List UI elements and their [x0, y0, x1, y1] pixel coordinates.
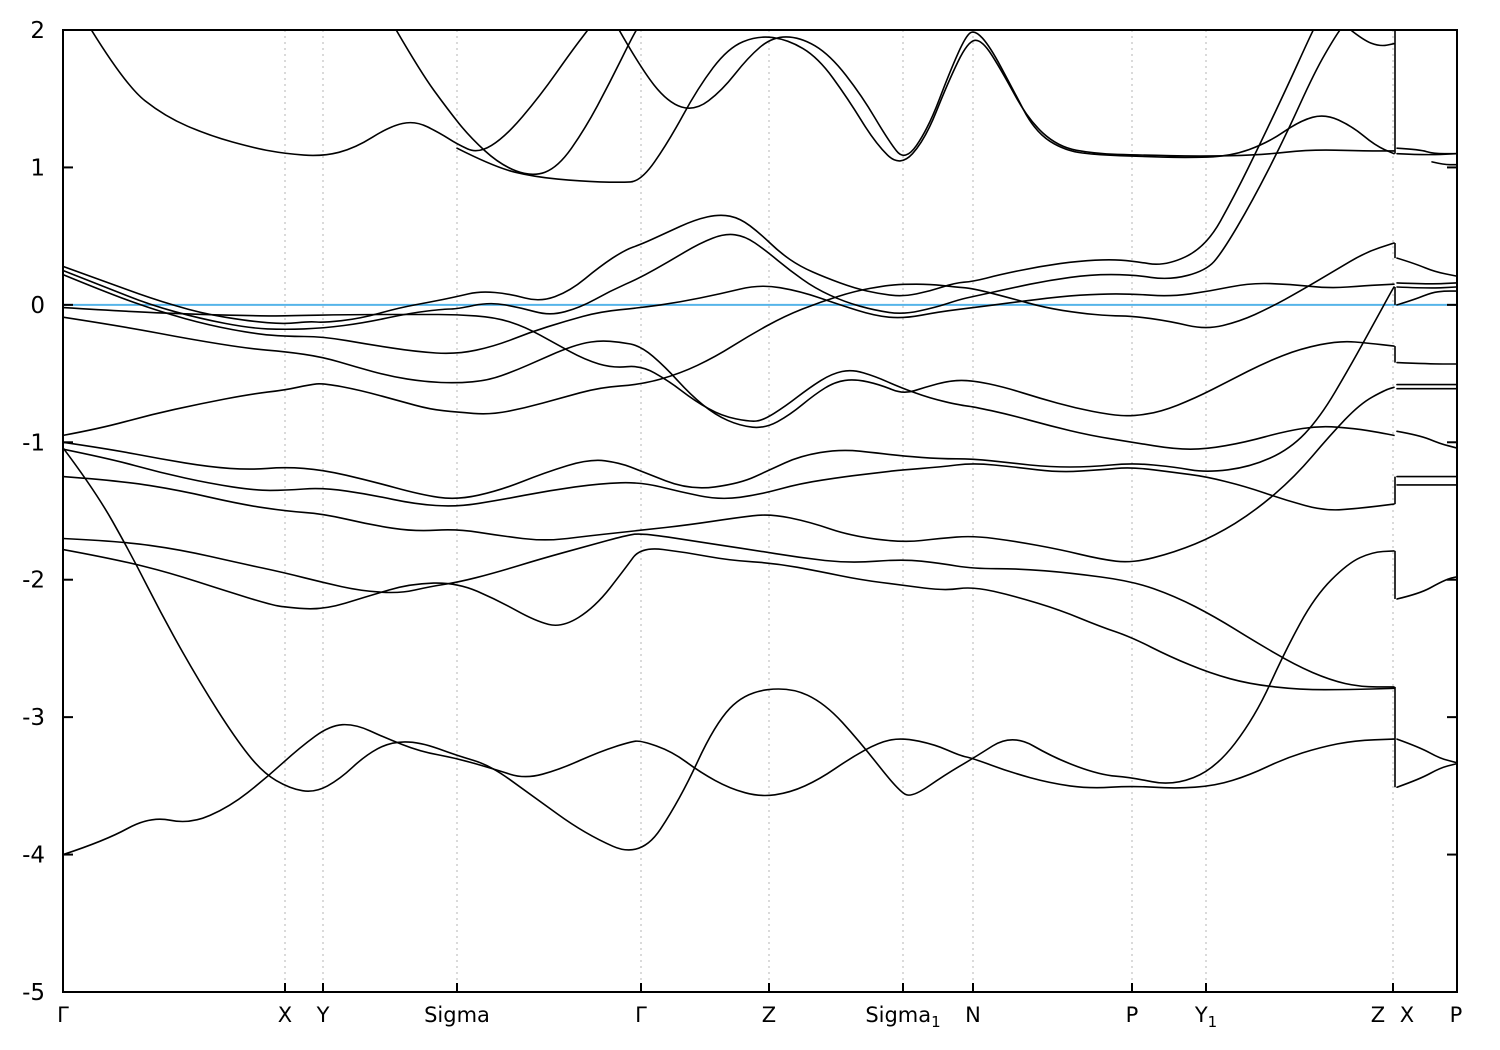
- kpoint-label: X: [278, 1003, 292, 1027]
- band-curve: [63, 242, 1395, 437]
- band-curve: [63, 306, 1395, 450]
- band-curve: [1349, 30, 1395, 47]
- band-curve: [63, 273, 1395, 355]
- kpoint-label: Γ: [57, 1003, 69, 1027]
- y-tick-label: -1: [22, 430, 45, 456]
- x-axis: Γ X Y Sigma Γ Z Sigma1 N P Y1 Z X P: [57, 983, 1462, 1031]
- band-curve-xp-segment: [1396, 430, 1457, 449]
- band-curve: [395, 30, 638, 176]
- kpoint-label: Sigma1: [865, 1003, 940, 1031]
- band-curve-xp-segment: [1396, 286, 1457, 289]
- energy-bands: [63, 30, 1457, 856]
- y-tick-label: -3: [22, 705, 45, 731]
- band-curve: [63, 386, 1395, 563]
- y-tick-label: -2: [22, 568, 45, 594]
- kpoint-label: P: [1126, 1003, 1139, 1027]
- band-curve-xp-segment: [1396, 576, 1457, 600]
- band-curve: [63, 723, 1395, 856]
- band-curve-xp-segment: [1396, 257, 1457, 277]
- band-curve-xp-segment: [1396, 290, 1457, 306]
- band-curve: [90, 30, 589, 157]
- band-curve: [63, 30, 1341, 331]
- kpoint-label: Z: [762, 1003, 776, 1027]
- band-curve: [63, 447, 1395, 851]
- kpoint-label: P: [1450, 1003, 1463, 1027]
- band-curve-xp-segment: [1396, 282, 1457, 285]
- plot-border: [62, 29, 1458, 993]
- axes: [62, 29, 1458, 993]
- y-axis: 2 1 0 -1 -2 -3 -4 -5: [22, 18, 1457, 1006]
- y-tick-label: 0: [30, 293, 45, 319]
- band-curve-xp-segment: [1396, 738, 1457, 764]
- band-curve-xp-segment: [1396, 361, 1457, 365]
- band-curve-xp-segment: [1396, 152, 1457, 156]
- band-curve: [63, 286, 1395, 500]
- band-curve-xp-segment: [1396, 763, 1457, 788]
- kpoint-label: Γ: [635, 1003, 647, 1027]
- kpoint-label: X: [1400, 1003, 1414, 1027]
- kpoint-label: N: [965, 1003, 981, 1027]
- band-curve: [63, 548, 1395, 691]
- kpoint-label: Z: [1371, 1003, 1385, 1027]
- y-tick-label: -5: [22, 980, 45, 1006]
- y-tick-label: 1: [30, 155, 45, 181]
- y-tick-label: -4: [22, 843, 45, 869]
- band-curve: [63, 30, 1315, 325]
- band-curve: [618, 30, 1395, 159]
- y-tick-label: 2: [30, 18, 45, 44]
- band-curve: [63, 533, 1395, 688]
- band-curve: [456, 36, 1395, 183]
- band-curve: [63, 316, 1395, 429]
- kpoint-label: Sigma: [424, 1003, 490, 1027]
- kpoint-label: Y1: [1194, 1003, 1217, 1031]
- band-curve: [63, 448, 1395, 511]
- band-curve-xp-segment: [1431, 161, 1457, 166]
- kpoint-label: Y: [316, 1003, 330, 1027]
